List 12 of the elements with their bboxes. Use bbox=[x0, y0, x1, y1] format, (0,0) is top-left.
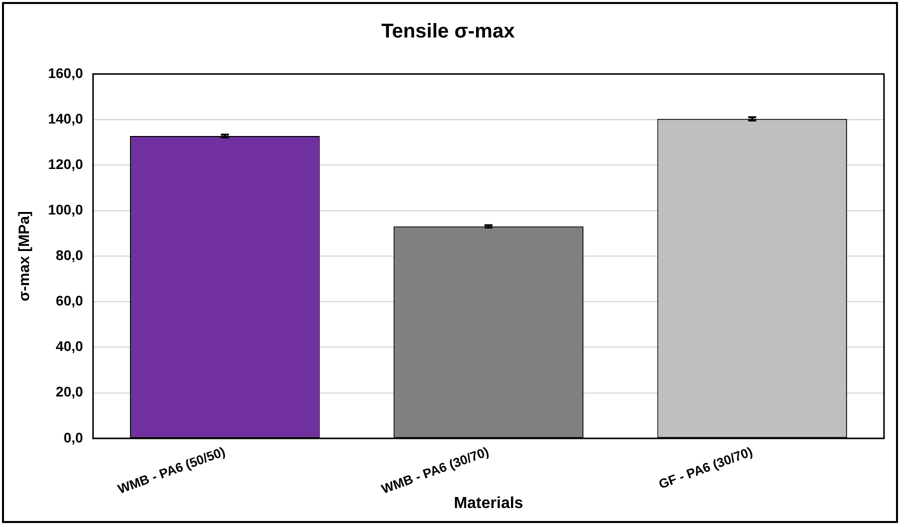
y-axis-title: σ-max [MPa] bbox=[16, 211, 34, 302]
y-tick-label: 40,0 bbox=[56, 338, 84, 354]
y-tick-label: 160,0 bbox=[48, 64, 84, 81]
y-tick-label: 60,0 bbox=[56, 292, 84, 309]
y-tick-label: 0,0 bbox=[64, 429, 84, 446]
x-axis-title: Materials bbox=[454, 494, 524, 512]
chart-title: Tensile σ-max bbox=[381, 20, 515, 43]
y-tick-label: 140,0 bbox=[48, 110, 84, 126]
y-tick-label: 80,0 bbox=[56, 247, 84, 264]
y-tick-label: 20,0 bbox=[56, 384, 84, 400]
y-tick-label: 100,0 bbox=[48, 202, 84, 218]
y-tick-label: 120,0 bbox=[48, 156, 84, 172]
